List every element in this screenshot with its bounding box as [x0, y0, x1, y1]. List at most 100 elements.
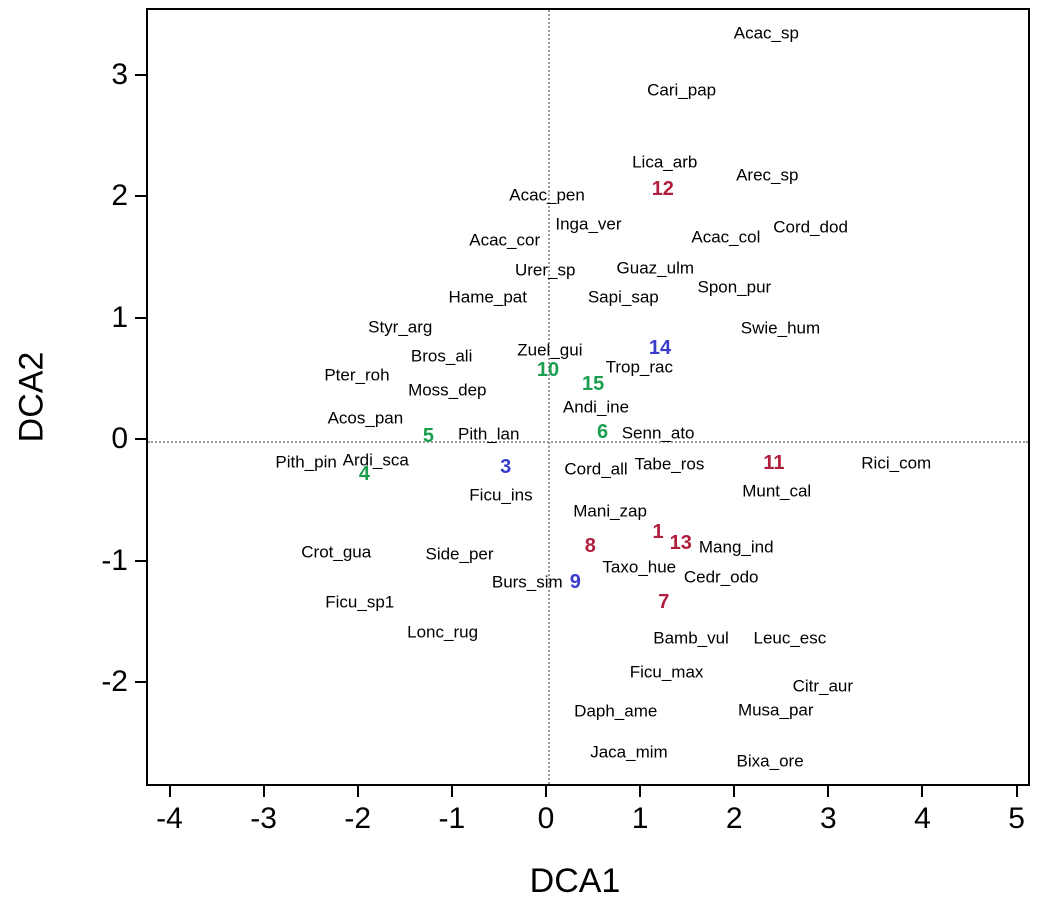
species-label: Crot_gua: [301, 542, 372, 562]
y-axis-tick-mark: [135, 316, 146, 319]
y-axis-tick-label: 1: [111, 300, 128, 334]
site-number-label: 15: [582, 373, 605, 396]
species-label: Cedr_odo: [683, 567, 759, 587]
species-label: Tabe_ros: [634, 454, 705, 474]
species-label: Burs_sim: [491, 572, 563, 592]
x-axis-tick-mark: [921, 786, 924, 797]
y-axis-tick-mark: [135, 681, 146, 684]
species-label: Mani_zap: [573, 501, 647, 521]
y-axis-title: DCA2: [12, 351, 51, 443]
site-number-label: 1: [652, 521, 664, 544]
species-label: Cari_pap: [647, 80, 717, 100]
x-axis-tick-mark: [639, 786, 642, 797]
site-number-label: 3: [500, 455, 512, 478]
y-axis-tick-label: 2: [111, 179, 128, 213]
species-label: Musa_par: [737, 700, 814, 720]
y-axis-tick-mark: [135, 438, 146, 441]
y-axis-tick-mark: [135, 195, 146, 198]
site-number-label: 13: [669, 532, 692, 555]
x-axis-tick-mark: [545, 786, 547, 797]
x-axis-tick-label: 0: [537, 802, 555, 835]
species-label: Cord_dod: [773, 217, 848, 237]
species-label: Bixa_ore: [736, 751, 804, 771]
x-axis-tick-mark: [827, 786, 830, 797]
site-number-label: 14: [648, 336, 672, 359]
site-number-label: 6: [597, 420, 609, 443]
species-label: Senn_ato: [621, 423, 695, 443]
species-label: Side_per: [425, 544, 494, 564]
zero-reference-line-vertical: [548, 10, 550, 784]
species-label: Trop_rac: [605, 357, 673, 377]
x-axis-tick-label: 1: [631, 802, 649, 835]
species-label: Guaz_ulm: [616, 258, 695, 278]
x-axis-tick-label: -2: [344, 802, 372, 835]
site-number-label: 8: [584, 534, 596, 557]
species-label: Acac_col: [691, 227, 761, 247]
x-axis-tick-label: -1: [438, 802, 466, 835]
y-axis-tick-label: -2: [101, 665, 128, 699]
species-label: Ficu_sp1: [325, 592, 395, 612]
site-number-label: 5: [422, 425, 435, 448]
species-label: Zuel_gui: [517, 340, 583, 360]
site-number-label: 4: [358, 463, 371, 486]
species-label: Styr_arg: [368, 317, 433, 337]
species-label: Pter_roh: [324, 365, 390, 385]
species-label: Urer_sp: [514, 260, 576, 280]
species-label: Inga_ver: [555, 214, 622, 234]
x-axis-tick-mark: [733, 786, 736, 797]
x-axis-tick-label: -3: [250, 802, 277, 835]
species-label: Ardi_sca: [342, 450, 409, 470]
species-label: Rici_com: [861, 453, 932, 473]
y-axis-tick-label: -1: [101, 543, 128, 577]
y-axis-tick-label: 0: [111, 422, 128, 456]
species-label: Jaca_mim: [590, 742, 668, 762]
species-label: Bros_ali: [410, 346, 473, 366]
species-label: Moss_dep: [408, 380, 487, 400]
species-label: Daph_ame: [574, 701, 658, 721]
species-label: Citr_aur: [792, 676, 854, 696]
species-label: Munt_cal: [742, 481, 812, 501]
x-axis-tick-label: -4: [156, 802, 183, 835]
y-axis-tick-label: 3: [111, 57, 128, 91]
species-label: Sapi_sap: [587, 287, 659, 307]
species-label: Mang_ind: [698, 537, 774, 557]
site-number-label: 12: [651, 177, 674, 200]
y-axis-tick-mark: [135, 73, 146, 76]
species-label: Bamb_vul: [653, 628, 729, 648]
x-axis-tick-mark: [1015, 786, 1018, 797]
site-number-label: 11: [763, 452, 785, 475]
x-axis-tick-label: 5: [1008, 802, 1025, 835]
x-axis-tick-label: 3: [820, 802, 837, 835]
site-number-label: 7: [658, 590, 670, 613]
species-label: Ficu_ins: [469, 485, 533, 505]
species-label: Pith_pin: [275, 452, 337, 472]
x-axis-tick-mark: [168, 786, 171, 797]
site-number-label: 10: [536, 358, 560, 381]
species-label: Arec_sp: [736, 165, 799, 185]
species-label: Leuc_esc: [753, 628, 827, 648]
species-label: Lica_arb: [632, 152, 698, 172]
site-number-label: 9: [569, 571, 581, 594]
species-label: Hame_pat: [448, 287, 527, 307]
x-axis-tick-label: 2: [725, 802, 743, 835]
species-label: Acos_pan: [327, 408, 404, 428]
species-label: Acac_sp: [733, 23, 799, 43]
x-axis-title: DCA1: [529, 862, 621, 900]
species-label: Acac_cor: [469, 230, 541, 250]
x-axis-tick-mark: [356, 786, 359, 797]
species-label: Swie_hum: [740, 318, 821, 338]
x-axis-tick-mark: [450, 786, 453, 797]
species-label: Pith_lan: [457, 424, 520, 444]
x-axis-tick-mark: [262, 786, 265, 797]
zero-reference-line-horizontal: [148, 441, 1028, 444]
species-label: Lonc_rug: [407, 622, 479, 642]
species-label: Cord_all: [564, 459, 628, 479]
y-axis-tick-mark: [135, 559, 146, 562]
species-label: Taxo_hue: [602, 557, 677, 576]
x-axis-tick-label: 4: [914, 802, 931, 835]
species-label: Ficu_max: [629, 662, 704, 682]
species-label: Spon_pur: [697, 277, 772, 297]
species-label: Andi_ine: [562, 397, 630, 417]
species-label: Acac_pen: [509, 185, 585, 205]
